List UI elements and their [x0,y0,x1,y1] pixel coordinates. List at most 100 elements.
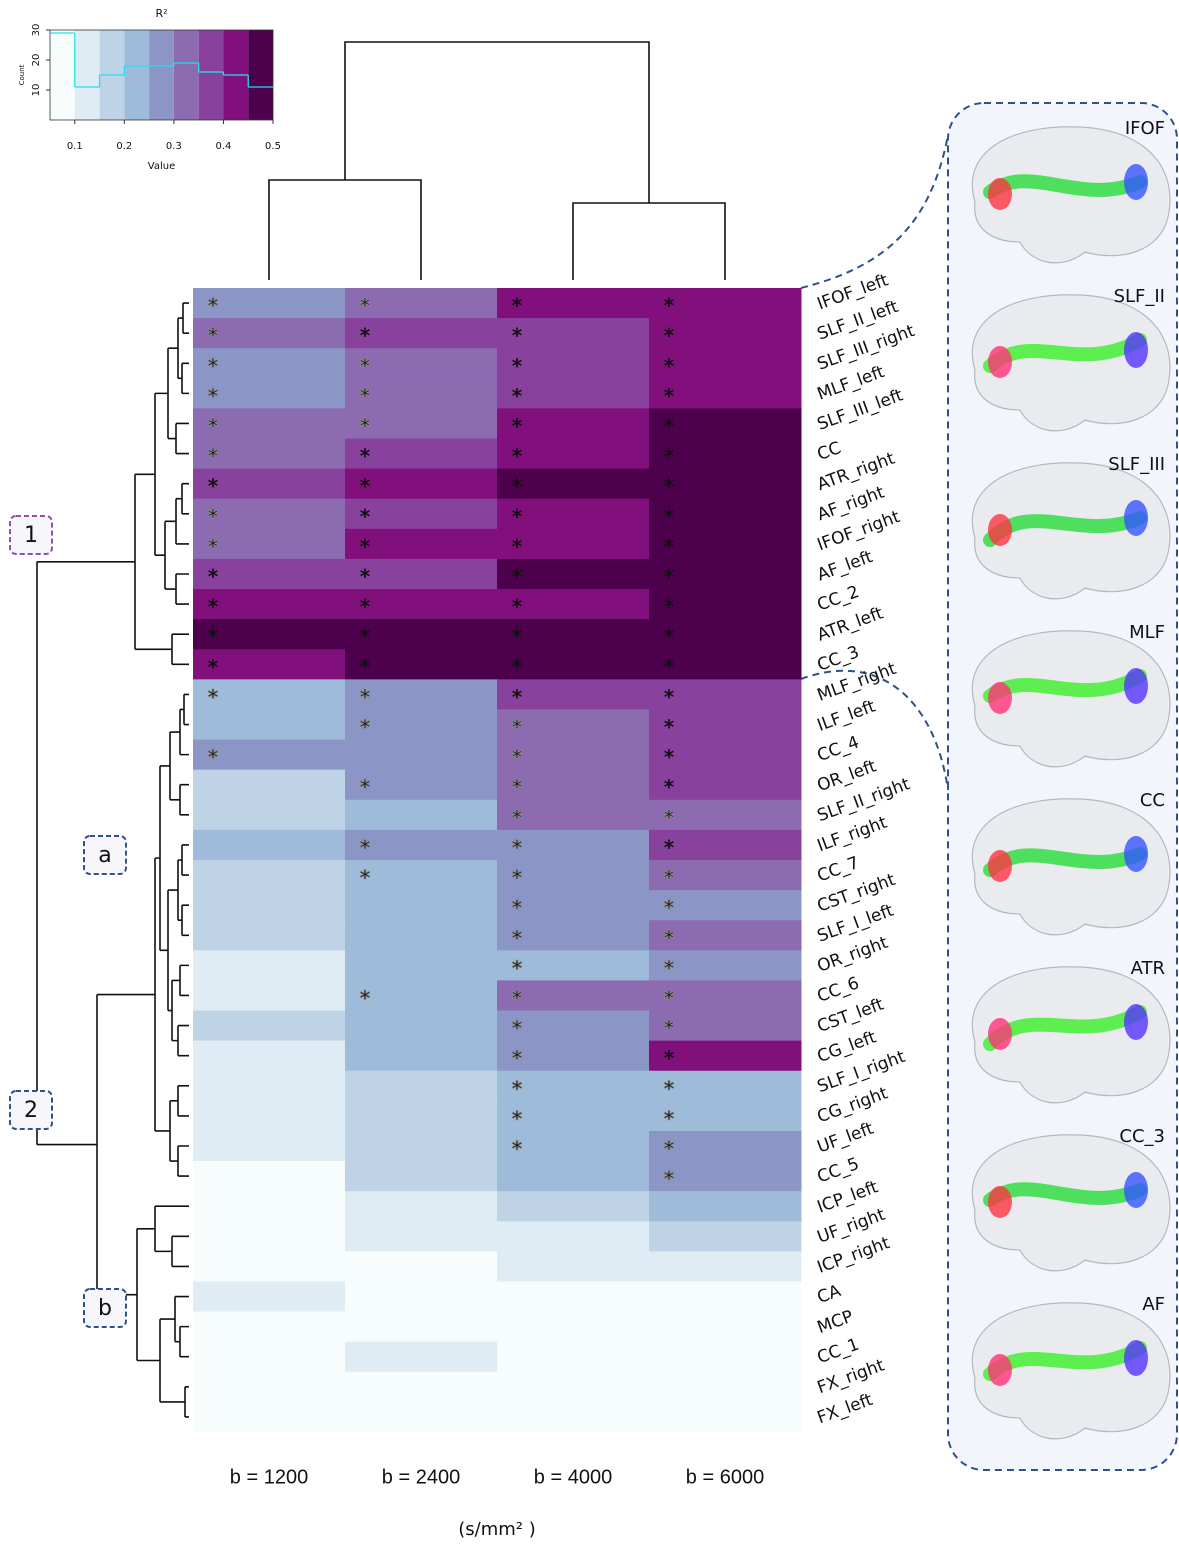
heatmap-cell [193,920,346,951]
cluster-label: a [98,843,111,868]
heatmap-cell [497,860,650,891]
heatmap-cell [649,890,802,921]
heatmap-cell [649,679,802,710]
significance-marker: * [512,474,523,498]
heatmap-cell [649,619,802,650]
heatmap-cell [193,1040,346,1072]
significance-marker: * [360,444,371,468]
tract-end [1124,164,1148,200]
significance-marker: * [208,414,219,438]
heatmap-cell [345,1040,498,1072]
significance-marker: * [512,835,523,859]
heatmap-cell [649,1010,802,1042]
heatmap-cell [649,408,802,440]
cluster-box [83,835,127,875]
significance-marker: * [664,745,675,769]
significance-marker: * [208,625,219,649]
heatmap-cell [193,589,346,620]
significance-marker: * [512,414,523,438]
heatmap-cell [193,739,346,771]
significance-marker: * [208,745,219,769]
significance-marker: * [512,956,523,980]
brain-illustration [971,966,1171,1104]
heatmap-cell [649,318,802,349]
significance-marker: * [664,534,675,558]
tract-end [1124,1004,1148,1040]
significance-marker: * [664,1167,675,1191]
heatmap-cell [345,980,498,1012]
significance-marker: * [360,474,371,498]
heatmap-cell [497,1371,650,1403]
heatmap-cell [497,589,650,620]
heatmap-cell [497,1130,650,1162]
significance-marker: * [208,565,219,589]
significance-marker: * [664,354,675,378]
brain-outline [971,1302,1171,1440]
row-label: CC_6 [815,973,862,1007]
significance-marker: * [512,805,523,829]
color-key-bin [74,30,100,120]
row-label: CC_5 [815,1154,862,1188]
significance-marker: * [512,1106,523,1130]
heatmap-cell [193,769,346,801]
heatmap-cell [193,318,346,349]
significance-marker: * [512,565,523,589]
heatmap-cell [345,829,498,861]
significance-marker: * [208,534,219,558]
heatmap-cell [345,619,498,650]
heatmap-cell [345,1130,498,1162]
heatmap-cell [497,468,650,500]
significance-marker: * [664,474,675,498]
heatmap-cell [649,558,802,590]
significance-marker: * [664,715,675,739]
heatmap-cell [649,378,802,409]
color-key-bin [173,30,199,120]
heatmap-cell [345,1341,498,1373]
column-label: b = 2400 [382,1466,460,1488]
significance-marker: * [512,444,523,468]
heatmap-cell [497,1341,650,1373]
significance-marker: * [360,595,371,619]
x-tick-label: 0.3 [166,141,182,152]
heatmap-cell [345,348,498,379]
heatmap-cell [345,860,498,891]
tract-label: CC [1140,790,1165,811]
tract-end [988,178,1012,210]
y-tick-label: 10 [31,84,42,97]
heatmap-cell [497,1221,650,1252]
heatmap-cell [193,468,346,500]
heatmap-cell [649,528,802,560]
significance-marker: * [512,1137,523,1161]
row-label: CC_1 [815,1335,862,1369]
heatmap-cell [345,769,498,801]
heatmap-cell [345,378,498,409]
significance-marker: * [360,324,371,348]
significance-marker: * [512,866,523,890]
x-tick-label: 0.4 [215,141,231,152]
cluster-label: 2 [24,1098,38,1123]
tract-end [988,682,1012,714]
decoration [268,41,1178,1471]
heatmap-cell [345,890,498,921]
heatmap-cell [345,318,498,349]
significance-marker: * [208,354,219,378]
heatmap-cell [345,1221,498,1252]
heatmap-cell [193,1341,346,1373]
heatmap-cell [193,1070,346,1102]
tract-label: IFOF [1125,118,1165,139]
tract-end [988,1018,1012,1050]
row-label: MCP [815,1307,856,1338]
significance-marker: * [360,866,371,890]
significance-marker: * [664,444,675,468]
tract-end [988,346,1012,378]
heatmap-cell [649,739,802,771]
tract-end [1124,836,1148,872]
significance-marker: * [208,504,219,528]
brain-outline [971,294,1171,432]
heatmap-cell [497,799,650,831]
heatmap-cell [345,468,498,500]
significance-marker: * [208,384,219,408]
significance-marker: * [208,294,219,318]
heatmap-cell [649,1161,802,1192]
heatmap-cell [497,649,650,680]
